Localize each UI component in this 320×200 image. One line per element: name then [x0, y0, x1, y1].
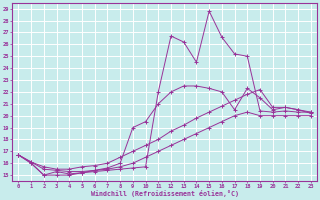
X-axis label: Windchill (Refroidissement éolien,°C): Windchill (Refroidissement éolien,°C): [91, 190, 239, 197]
